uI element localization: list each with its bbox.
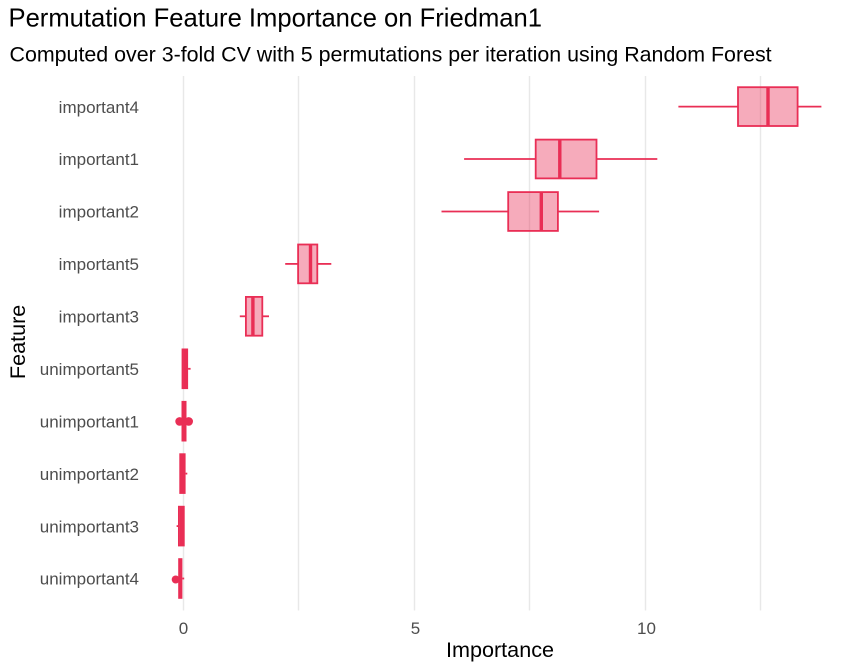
svg-text:important2: important2 (59, 203, 139, 222)
svg-text:Computed over 3-fold CV with 5: Computed over 3-fold CV with 5 permutati… (10, 43, 772, 67)
svg-text:Feature: Feature (5, 305, 30, 379)
svg-text:10: 10 (637, 619, 656, 638)
svg-text:important1: important1 (59, 150, 139, 169)
svg-text:important5: important5 (59, 255, 139, 274)
svg-text:unimportant4: unimportant4 (40, 570, 139, 589)
svg-text:important4: important4 (59, 98, 139, 117)
svg-text:unimportant5: unimportant5 (40, 360, 139, 379)
svg-text:unimportant3: unimportant3 (40, 517, 139, 536)
svg-text:Permutation Feature Importance: Permutation Feature Importance on Friedm… (9, 5, 542, 33)
svg-text:unimportant1: unimportant1 (40, 412, 139, 431)
svg-text:0: 0 (179, 619, 188, 638)
svg-text:5: 5 (411, 619, 420, 638)
svg-text:important3: important3 (59, 308, 139, 327)
svg-text:Importance: Importance (446, 637, 554, 662)
svg-text:unimportant2: unimportant2 (40, 465, 139, 484)
